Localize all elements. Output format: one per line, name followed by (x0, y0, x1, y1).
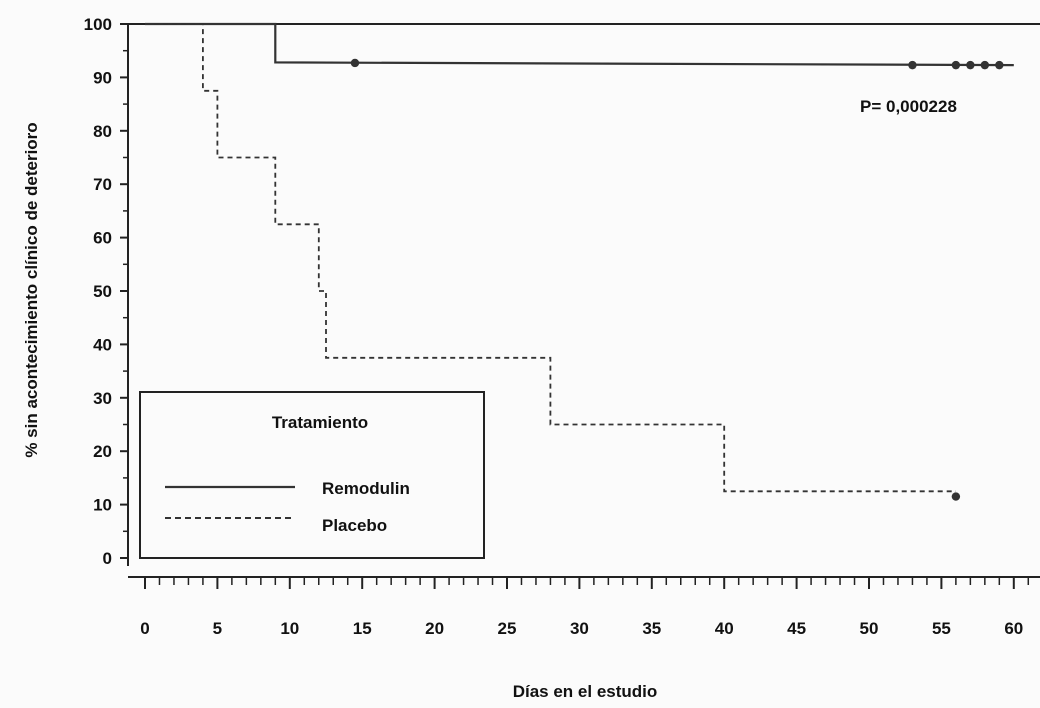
y-axis-title: % sin acontecimiento clínico de deterior… (22, 122, 41, 457)
x-tick-label: 60 (1004, 619, 1023, 638)
y-tick-label: 20 (93, 442, 112, 461)
x-axis-title: Días en el estudio (513, 682, 658, 701)
legend-label-remodulin: Remodulin (322, 479, 410, 498)
censor-marker-remodulin (995, 60, 1004, 70)
legend-title: Tratamiento (272, 413, 368, 432)
y-tick-label: 100 (84, 15, 112, 34)
series-line-placebo (145, 23, 956, 493)
legend: Tratamiento Remodulin Placebo (139, 391, 485, 559)
y-tick-label: 0 (103, 549, 112, 568)
x-tick-label: 15 (353, 619, 372, 638)
x-tick-label: 10 (280, 619, 299, 638)
series-layer (145, 22, 1014, 501)
x-tick-label: 25 (498, 619, 517, 638)
series-line-remodulin (145, 22, 1014, 67)
x-tick-label: 0 (140, 619, 149, 638)
x-tick-label: 5 (213, 619, 222, 638)
y-tick-label: 10 (93, 496, 112, 515)
y-tick-label: 90 (93, 68, 112, 87)
y-tick-label: 60 (93, 229, 112, 248)
censor-marker-remodulin (908, 60, 917, 70)
y-tick-label: 40 (93, 335, 112, 354)
censor-marker-remodulin (980, 60, 990, 70)
legend-box (139, 391, 485, 559)
censor-marker-remodulin (350, 58, 360, 68)
x-tick-label: 30 (570, 619, 589, 638)
y-tick-label: 80 (93, 122, 112, 141)
y-tick-label: 30 (93, 389, 112, 408)
censor-marker-remodulin (951, 60, 961, 70)
y-tick-label: 70 (93, 175, 112, 194)
censor-marker-remodulin (966, 60, 975, 70)
x-tick-label: 40 (715, 619, 734, 638)
x-tick-label: 55 (932, 619, 951, 638)
x-tick-label: 35 (642, 619, 661, 638)
x-tick-label: 45 (787, 619, 806, 638)
x-tick-label: 20 (425, 619, 444, 638)
y-tick-label: 50 (93, 282, 112, 301)
axes-layer: 0 10 20 30 40 50 60 70 80 90 100 0 5 10 15 20 25 30 35 40 45… (84, 15, 1040, 638)
x-tick-label: 50 (860, 619, 879, 638)
censor-marker-placebo (951, 492, 961, 501)
legend-label-placebo: Placebo (322, 516, 387, 535)
p-value-annotation: P= 0,000228 (860, 97, 957, 116)
